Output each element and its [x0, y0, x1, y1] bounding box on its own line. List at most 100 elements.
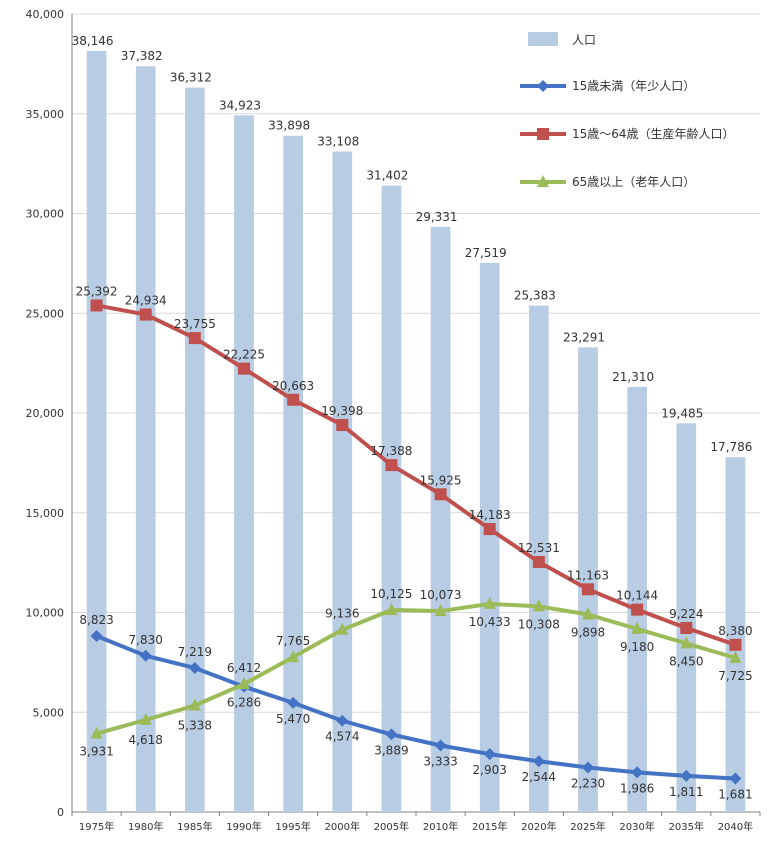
marker-square [188, 332, 201, 345]
line-data-label: 14,183 [469, 508, 511, 522]
line-data-label: 19,398 [321, 404, 363, 418]
marker-square [680, 621, 693, 634]
marker-diamond [90, 629, 103, 642]
marker-triangle [287, 650, 300, 663]
bar-population [381, 185, 402, 813]
line-data-label: 3,333 [423, 755, 457, 769]
marker-triangle [434, 604, 447, 617]
line-data-label: 2,903 [473, 763, 507, 777]
y-tick-label: 5,000 [33, 706, 65, 719]
line-data-label: 10,144 [616, 589, 658, 603]
line-data-label: 5,338 [178, 719, 212, 733]
line-data-label: 20,663 [272, 379, 314, 393]
line-data-label: 1,681 [718, 787, 752, 801]
marker-square [729, 638, 742, 651]
bar-data-label: 23,291 [563, 330, 605, 344]
y-tick-label: 0 [57, 806, 64, 819]
series-line-1 [96, 303, 737, 647]
bar-data-label: 38,146 [72, 34, 114, 48]
legend-swatch-bar [528, 32, 558, 46]
line-data-label: 9,224 [669, 607, 703, 621]
marker-triangle [729, 650, 742, 663]
x-tick-label: 2015年 [472, 820, 507, 833]
line-data-label: 7,830 [129, 633, 163, 647]
bar-population [479, 262, 500, 812]
bar-data-label: 36,312 [170, 71, 212, 85]
marker-diamond [582, 761, 594, 774]
line-data-label: 25,392 [76, 284, 118, 298]
line-data-label: 2,230 [571, 777, 605, 791]
line-data-label: 3,931 [79, 745, 113, 759]
line-data-label: 10,433 [469, 615, 511, 629]
x-tick-label: 2020年 [521, 820, 556, 833]
y-tick-label: 20,000 [26, 407, 65, 420]
bar-data-label: 17,786 [710, 440, 752, 454]
marker-diamond [188, 661, 201, 674]
marker-square [287, 393, 300, 406]
y-tick-label: 25,000 [26, 307, 65, 320]
bar-population [135, 66, 156, 812]
line-data-label: 22,225 [223, 348, 265, 362]
bar-data-label: 31,402 [366, 169, 408, 183]
marker-diamond [385, 728, 398, 741]
marker-triangle [680, 636, 693, 649]
line-data-label: 7,219 [178, 645, 212, 659]
line-data-label: 17,388 [370, 444, 412, 458]
marker-square [631, 603, 644, 616]
line-data-label: 10,073 [420, 588, 462, 602]
bar-population [676, 423, 697, 812]
marker-square [434, 488, 447, 501]
line-data-label: 9,898 [571, 626, 605, 640]
marker-square [90, 299, 103, 312]
line-data-label: 10,308 [518, 617, 560, 631]
bar-data-label: 25,383 [514, 289, 556, 303]
series-line-0 [95, 634, 736, 781]
line-data-label: 5,470 [276, 712, 310, 726]
bar-population [725, 457, 746, 812]
legend-marker [537, 128, 549, 140]
x-tick-label: 2025年 [570, 820, 605, 833]
line-data-label: 8,823 [79, 613, 113, 627]
legend-marker [537, 80, 549, 92]
line-data-label: 4,574 [325, 730, 359, 744]
line-data-label: 1,811 [669, 785, 703, 799]
bar-data-label: 21,310 [612, 370, 654, 384]
bar-data-label: 27,519 [465, 246, 507, 260]
x-tick-label: 2040年 [718, 820, 753, 833]
y-tick-label: 10,000 [26, 607, 65, 620]
legend-label: 15歳～64歳（生産年齢人口） [572, 126, 735, 141]
marker-triangle [188, 698, 201, 711]
bar-data-label: 19,485 [661, 406, 703, 420]
marker-square [336, 419, 349, 432]
x-tick-label: 2010年 [423, 820, 458, 833]
marker-triangle [238, 677, 250, 690]
line-data-label: 9,136 [325, 607, 359, 621]
marker-square [532, 556, 545, 569]
marker-diamond [139, 649, 152, 662]
y-tick-label: 35,000 [26, 108, 65, 121]
line-data-label: 23,755 [174, 317, 216, 331]
y-tick-label: 40,000 [26, 8, 65, 21]
line-data-label: 24,934 [125, 294, 167, 308]
x-tick-label: 1995年 [275, 820, 310, 833]
bar-data-label: 34,923 [219, 98, 261, 112]
bar-population [283, 135, 303, 813]
line-data-label: 8,380 [718, 624, 752, 638]
x-tick-label: 1990年 [226, 820, 261, 833]
marker-diamond [434, 739, 447, 752]
legend-marker [537, 175, 549, 187]
x-tick-label: 2000年 [325, 820, 360, 833]
marker-square [385, 459, 398, 472]
bar-population [430, 226, 451, 812]
y-tick-label: 15,000 [26, 507, 65, 520]
marker-triangle [385, 603, 398, 616]
legend-label: 15歳未満（年少人口） [572, 79, 695, 93]
bar-data-label: 33,898 [268, 119, 310, 133]
bar-population [234, 115, 254, 813]
bar-population [578, 347, 598, 812]
line-data-label: 10,125 [370, 587, 412, 601]
line-data-label: 7,765 [276, 634, 310, 648]
line-data-label: 7,725 [718, 669, 752, 683]
